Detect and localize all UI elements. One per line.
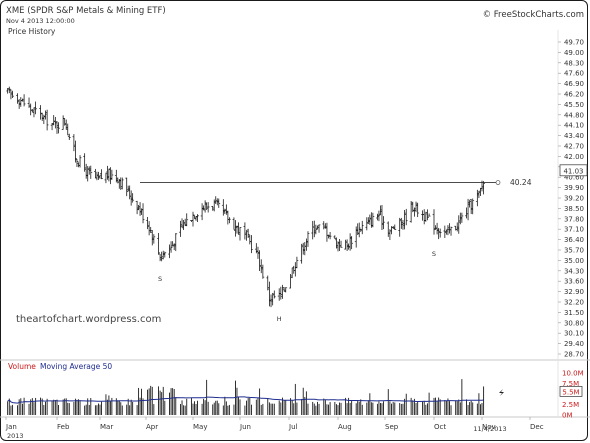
price-tick-label: 47.60 bbox=[564, 70, 584, 78]
price-tick-label: 49.70 bbox=[564, 39, 584, 47]
x-tick-label: Jun bbox=[239, 423, 251, 431]
price-tick-label: 35.70 bbox=[564, 247, 584, 255]
volume-tick-label: 5.5M bbox=[562, 388, 579, 396]
x-tick-label: Dec bbox=[530, 423, 544, 431]
price-tick-label: 36.40 bbox=[564, 236, 584, 244]
neckline-label: 40.24 bbox=[510, 178, 532, 187]
last-price-group: 41.03 bbox=[559, 164, 588, 177]
price-tick-label: 49.00 bbox=[564, 49, 584, 57]
watermark: theartofchart.wordpress.com bbox=[16, 314, 161, 325]
price-tick-label: 33.60 bbox=[564, 278, 584, 286]
arrow-group bbox=[499, 389, 504, 396]
price-tick-label: 32.20 bbox=[564, 299, 584, 307]
last-price-box bbox=[559, 164, 588, 177]
volume-label: Volume bbox=[8, 362, 36, 371]
moving-average-line bbox=[7, 396, 484, 404]
price-tick-label: 40.60 bbox=[564, 174, 584, 182]
pattern-labels: S H S bbox=[158, 250, 436, 323]
chart-title: XME (SPDR S&P Metals & Mining ETF) bbox=[6, 6, 166, 16]
x-tick-label: Sep bbox=[385, 423, 399, 431]
x-axis: Jan Feb Mar Apr May Jun Jul Aug Sep Oct Nov Dec bbox=[5, 417, 544, 431]
price-tick-label: 34.30 bbox=[564, 267, 584, 275]
neckline-endpoint bbox=[495, 180, 501, 185]
volume-bars bbox=[7, 379, 485, 415]
price-tick-label: 43.40 bbox=[564, 132, 584, 140]
x-tick-label: Jul bbox=[288, 423, 298, 431]
price-tick-label: 28.70 bbox=[564, 351, 584, 359]
x-tick-label: Jan bbox=[5, 423, 17, 431]
price-tick-label: 44.80 bbox=[564, 111, 584, 119]
x-tick-label: Aug bbox=[338, 423, 352, 431]
pattern-label: S bbox=[432, 250, 436, 258]
scroll-arrow-icon bbox=[499, 389, 504, 396]
pattern-label: S bbox=[158, 275, 162, 283]
x-tick-label: May bbox=[193, 423, 207, 431]
x-tick-label: Oct bbox=[434, 423, 446, 431]
price-tick-label: 32.90 bbox=[564, 288, 584, 296]
source-label: © FreeStockCharts.com bbox=[483, 10, 584, 20]
x-tick-label: Feb bbox=[57, 423, 70, 431]
pattern-label: H bbox=[277, 315, 282, 323]
price-tick-label: 39.20 bbox=[564, 195, 584, 203]
price-tick-label: 38.50 bbox=[564, 205, 584, 213]
x-tick-label: Mar bbox=[100, 423, 113, 431]
price-tick-label: 29.40 bbox=[564, 340, 584, 348]
price-tick-label: 37.10 bbox=[564, 226, 584, 234]
volume-tick-label: 2.5M bbox=[562, 401, 579, 409]
last-volume-box bbox=[559, 386, 583, 397]
chart-timestamp: Nov 4 2013 12:00:00 bbox=[6, 17, 75, 25]
x-tick-label: Apr bbox=[146, 423, 158, 431]
volume-tick-label: 10.0M bbox=[562, 370, 584, 378]
price-tick-label: 37.80 bbox=[564, 215, 584, 223]
price-tick-label: 46.90 bbox=[564, 80, 584, 88]
price-tick-label: 42.70 bbox=[564, 143, 584, 151]
moving-average-group bbox=[7, 396, 484, 404]
year-label: 2013 bbox=[7, 432, 24, 440]
price-axis: 49.70 49.00 48.30 47.60 46.90 46.20 45.50 44.80… bbox=[558, 39, 584, 359]
price-tick-label: 31.50 bbox=[564, 309, 584, 317]
volume-tick-label: 7.5M bbox=[562, 380, 579, 388]
price-tick-label: 30.10 bbox=[564, 330, 584, 338]
price-tick-label: 45.50 bbox=[564, 101, 584, 109]
price-tick-label: 35.00 bbox=[564, 257, 584, 265]
price-tick-label: 39.90 bbox=[564, 184, 584, 192]
price-tick-label: 42.00 bbox=[564, 153, 584, 161]
panel-label-price-history: Price History bbox=[8, 27, 56, 36]
price-bars bbox=[6, 86, 485, 308]
current-date-label: 11/4/2013 bbox=[473, 425, 506, 433]
price-tick-label: 30.80 bbox=[564, 319, 584, 327]
neckline-group: 40.24 bbox=[140, 178, 532, 187]
price-tick-label: 48.30 bbox=[564, 59, 584, 67]
volume-axis: 10.0M 7.5M5.5M 2.5M 0M bbox=[559, 370, 584, 420]
price-tick-label: 46.20 bbox=[564, 91, 584, 99]
volume-tick-label: 0M bbox=[562, 412, 573, 420]
moving-average-label: Moving Average 50 bbox=[40, 362, 112, 371]
x-tick-label: Nov bbox=[482, 423, 496, 431]
last-price-label: 41.03 bbox=[563, 167, 583, 175]
price-tick-label: 44.10 bbox=[564, 122, 584, 130]
